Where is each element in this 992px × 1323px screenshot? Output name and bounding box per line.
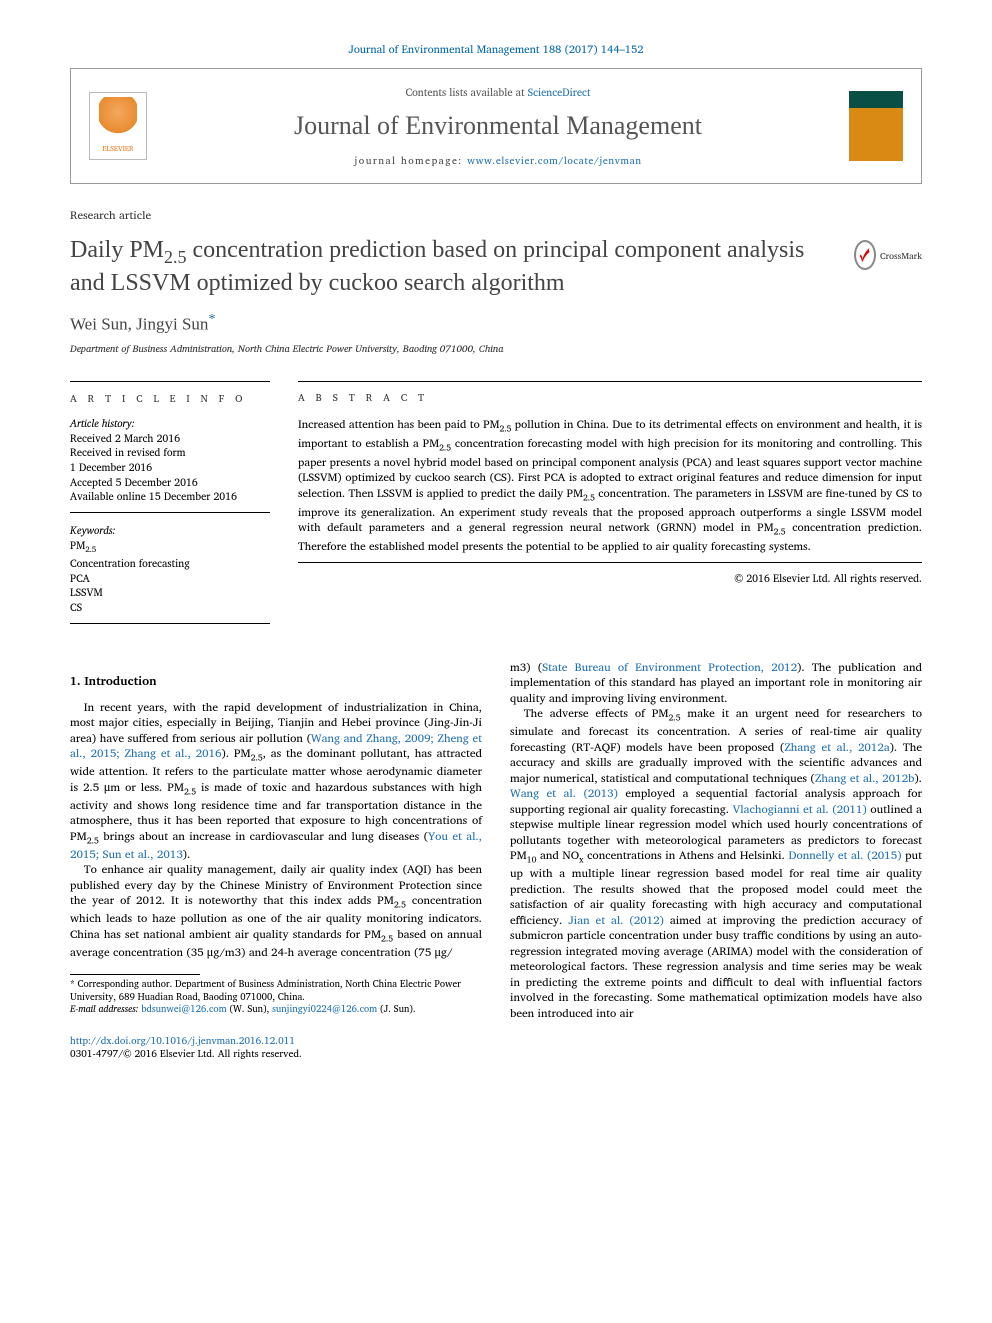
elsevier-word: ELSEVIER [102, 144, 133, 155]
email-footnote: E-mail addresses: bdsunwei@126.com (W. S… [70, 1004, 482, 1016]
issn-copyright: 0301-4797/© 2016 Elsevier Ltd. All right… [70, 1046, 302, 1062]
journal-name: Journal of Environmental Management [161, 111, 835, 141]
body-paragraph: The adverse effects of PM2.5 make it an … [510, 706, 922, 1021]
affiliation: Department of Business Administration, N… [70, 341, 922, 357]
history-line: Available online 15 December 2016 [70, 489, 270, 504]
footnote-separator [70, 974, 200, 975]
keywords-block: Keywords: PM2.5 Concentration forecastin… [70, 523, 270, 624]
keywords-label: Keywords: [70, 523, 270, 538]
elsevier-tree-icon [99, 97, 137, 141]
article-title: Daily PM2.5 concentration prediction bas… [70, 235, 838, 298]
journal-cover-thumb[interactable] [849, 91, 903, 161]
journal-homepage-link[interactable]: www.elsevier.com/locate/jenvman [467, 153, 641, 169]
elsevier-logo[interactable]: ELSEVIER [89, 92, 147, 160]
citation-header: Journal of Environmental Management 188 … [70, 40, 922, 58]
article-history-block: Article history: Received 2 March 2016 R… [70, 416, 270, 513]
crossmark-icon [854, 240, 876, 270]
keyword: LSSVM [70, 585, 270, 600]
article-info-column: A R T I C L E I N F O Article history: R… [70, 381, 270, 634]
abstract-body: Increased attention has been paid to PM2… [298, 414, 922, 555]
body-paragraph: In recent years, with the rapid developm… [70, 700, 482, 862]
footer-meta: http://dx.doi.org/10.1016/j.jenvman.2016… [70, 1035, 922, 1061]
article-info-heading: A R T I C L E I N F O [70, 381, 270, 406]
author-list: Wei Sun, Jingyi Sun* [70, 312, 922, 335]
article-type: Research article [70, 206, 922, 225]
abstract-heading: A B S T R A C T [298, 392, 922, 406]
keyword: Concentration forecasting [70, 556, 270, 571]
journal-header-box: ELSEVIER Contents lists available at Sci… [70, 68, 922, 184]
abstract-copyright: © 2016 Elsevier Ltd. All rights reserved… [298, 569, 922, 587]
citation-link[interactable]: Zhang et al., 2012b [815, 769, 915, 788]
contents-available-line: Contents lists available at ScienceDirec… [161, 83, 835, 101]
abstract-column: A B S T R A C T Increased attention has … [298, 381, 922, 634]
citation-link[interactable]: Donnelly et al. (2015) [788, 846, 901, 865]
section-heading-intro: 1. Introduction [70, 674, 482, 690]
citation-link[interactable]: Wang et al. (2013) [510, 784, 618, 803]
crossmark-label: CrossMark [880, 248, 922, 263]
crossmark-badge[interactable]: CrossMark [854, 235, 922, 275]
corresponding-footnote: * Corresponding author. Department of Bu… [70, 979, 482, 1004]
corresponding-marker: * [208, 312, 215, 327]
body-paragraph: To enhance air quality management, daily… [70, 862, 482, 960]
keyword: CS [70, 600, 270, 615]
citation-link[interactable]: Journal of Environmental Management 188 … [348, 40, 643, 58]
body-two-columns: 1. Introduction In recent years, with th… [70, 660, 922, 1022]
citation-link[interactable]: Zhang et al., 2012a [784, 738, 890, 757]
email-link[interactable]: bdsunwei@126.com [141, 1002, 226, 1017]
citation-link[interactable]: Jian et al. (2012) [568, 911, 664, 930]
journal-homepage-line: journal homepage: www.elsevier.com/locat… [161, 153, 835, 169]
citation-link[interactable]: Vlachogianni et al. (2011) [733, 800, 867, 819]
email-link[interactable]: sunjingyi0224@126.com [272, 1002, 377, 1017]
sciencedirect-link[interactable]: ScienceDirect [528, 83, 591, 101]
body-paragraph-continued: m3) (State Bureau of Environment Protect… [510, 660, 922, 707]
